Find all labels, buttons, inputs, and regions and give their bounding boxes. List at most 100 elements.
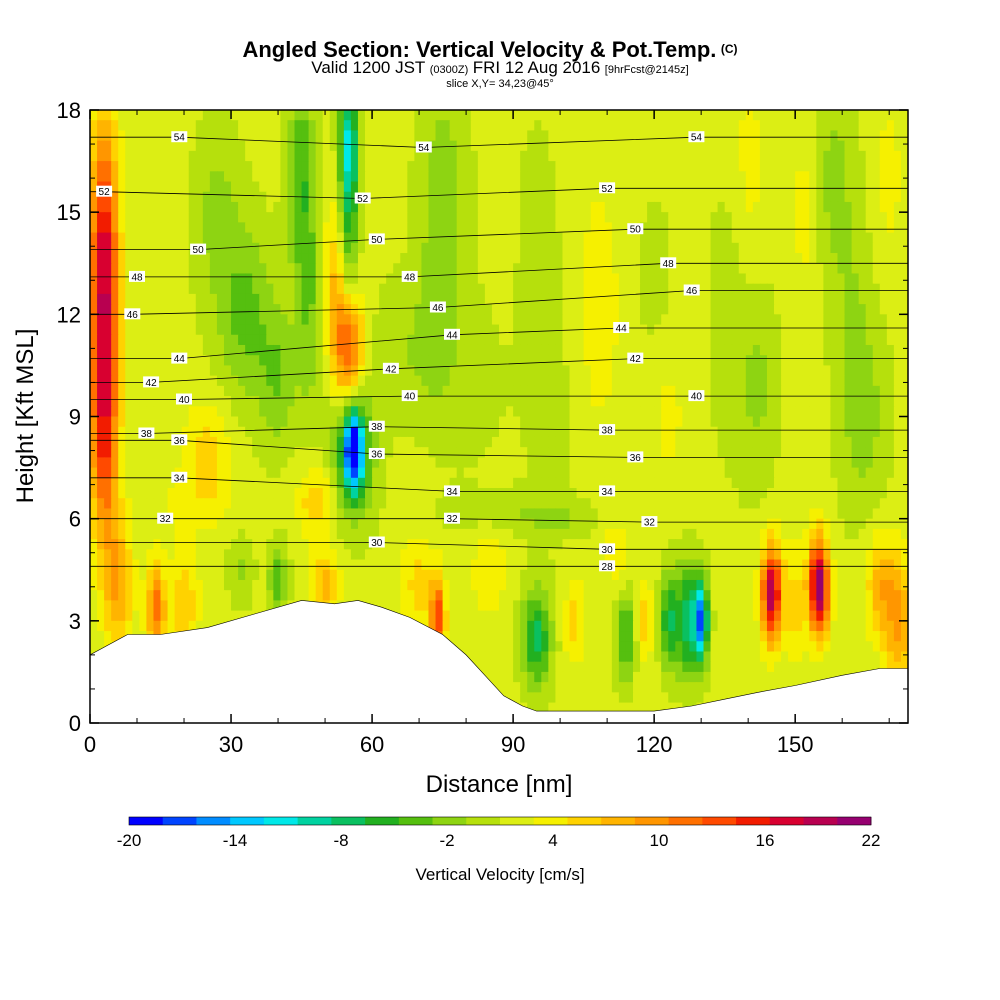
field-cell	[886, 385, 895, 397]
field-cell	[252, 436, 260, 448]
field-cell	[456, 161, 465, 172]
field-cell	[238, 375, 246, 387]
field-cell	[795, 436, 803, 448]
field-cell	[259, 426, 267, 438]
field-cell	[104, 498, 112, 510]
field-cell	[618, 426, 627, 438]
field-cell	[562, 161, 571, 172]
field-cell	[329, 467, 338, 479]
field-cell	[174, 539, 183, 550]
field-cell	[231, 498, 239, 510]
field-cell	[322, 222, 331, 234]
field-cell	[146, 181, 155, 193]
field-cell	[90, 253, 98, 264]
field-cell	[301, 416, 310, 428]
field-cell	[661, 201, 669, 213]
field-cell	[668, 171, 676, 183]
field-cell	[675, 355, 683, 367]
field-cell	[350, 539, 359, 550]
field-cell	[795, 416, 803, 428]
field-cell	[682, 232, 690, 244]
field-cell	[477, 477, 486, 489]
field-cell	[837, 355, 846, 367]
field-cell	[216, 457, 225, 469]
field-cell	[802, 467, 810, 479]
field-cell	[386, 477, 394, 489]
field-cell	[900, 488, 908, 499]
field-cell	[654, 314, 662, 326]
field-cell	[252, 283, 260, 295]
field-cell	[604, 528, 613, 540]
field-cell	[365, 457, 373, 469]
field-cell	[357, 130, 366, 142]
field-cell	[421, 344, 430, 356]
field-cell	[583, 324, 592, 336]
field-cell	[365, 283, 373, 295]
field-cell	[252, 304, 260, 315]
field-cell	[823, 416, 832, 428]
field-cell	[238, 120, 246, 132]
field-cell	[731, 263, 740, 275]
field-cell	[301, 498, 310, 510]
field-cell	[851, 222, 860, 234]
field-cell	[717, 304, 726, 315]
field-cell	[414, 293, 423, 305]
field-cell	[252, 293, 260, 305]
field-cell	[837, 539, 846, 550]
field-cell	[287, 212, 296, 223]
field-cell	[661, 375, 669, 387]
field-cell	[97, 314, 105, 326]
field-cell	[872, 457, 881, 469]
field-cell	[259, 120, 267, 132]
field-cell	[562, 304, 571, 315]
field-cell	[160, 375, 169, 387]
field-cell	[104, 222, 112, 234]
field-cell	[477, 273, 486, 285]
field-cell	[879, 304, 888, 315]
field-cell	[160, 447, 169, 458]
field-cell	[315, 488, 324, 499]
field-cell	[308, 539, 317, 550]
field-cell	[590, 171, 599, 183]
field-cell	[97, 488, 105, 499]
field-cell	[879, 396, 888, 407]
field-cell	[781, 232, 789, 244]
field-cell	[188, 406, 197, 418]
field-cell	[202, 447, 211, 458]
field-cell	[231, 273, 239, 285]
field-cell	[343, 314, 352, 326]
field-cell	[823, 457, 832, 469]
field-cell	[675, 457, 683, 469]
field-cell	[428, 293, 437, 305]
field-cell	[675, 477, 683, 489]
field-cell	[654, 242, 662, 254]
field-cell	[259, 396, 267, 407]
field-cell	[816, 201, 824, 213]
field-cell	[372, 467, 380, 479]
field-cell	[738, 222, 747, 234]
field-cell	[555, 528, 564, 540]
field-cell	[315, 324, 324, 336]
field-cell	[104, 477, 112, 489]
field-cell	[788, 416, 796, 428]
field-cell	[851, 150, 860, 162]
field-cell	[174, 416, 183, 428]
field-cell	[97, 457, 105, 469]
field-cell	[499, 355, 507, 367]
field-cell	[576, 488, 585, 499]
field-cell	[520, 375, 528, 387]
field-cell	[428, 355, 437, 367]
field-cell	[781, 477, 789, 489]
field-cell	[640, 467, 648, 479]
field-cell	[343, 539, 352, 550]
field-cell	[611, 304, 620, 315]
field-cell	[513, 498, 521, 510]
field-cell	[583, 314, 592, 326]
field-cell	[491, 191, 500, 203]
field-cell	[745, 324, 754, 336]
field-cell	[301, 140, 310, 152]
field-cell	[188, 518, 197, 530]
field-cell	[774, 467, 782, 479]
field-cell	[583, 518, 592, 530]
field-cell	[872, 355, 881, 367]
